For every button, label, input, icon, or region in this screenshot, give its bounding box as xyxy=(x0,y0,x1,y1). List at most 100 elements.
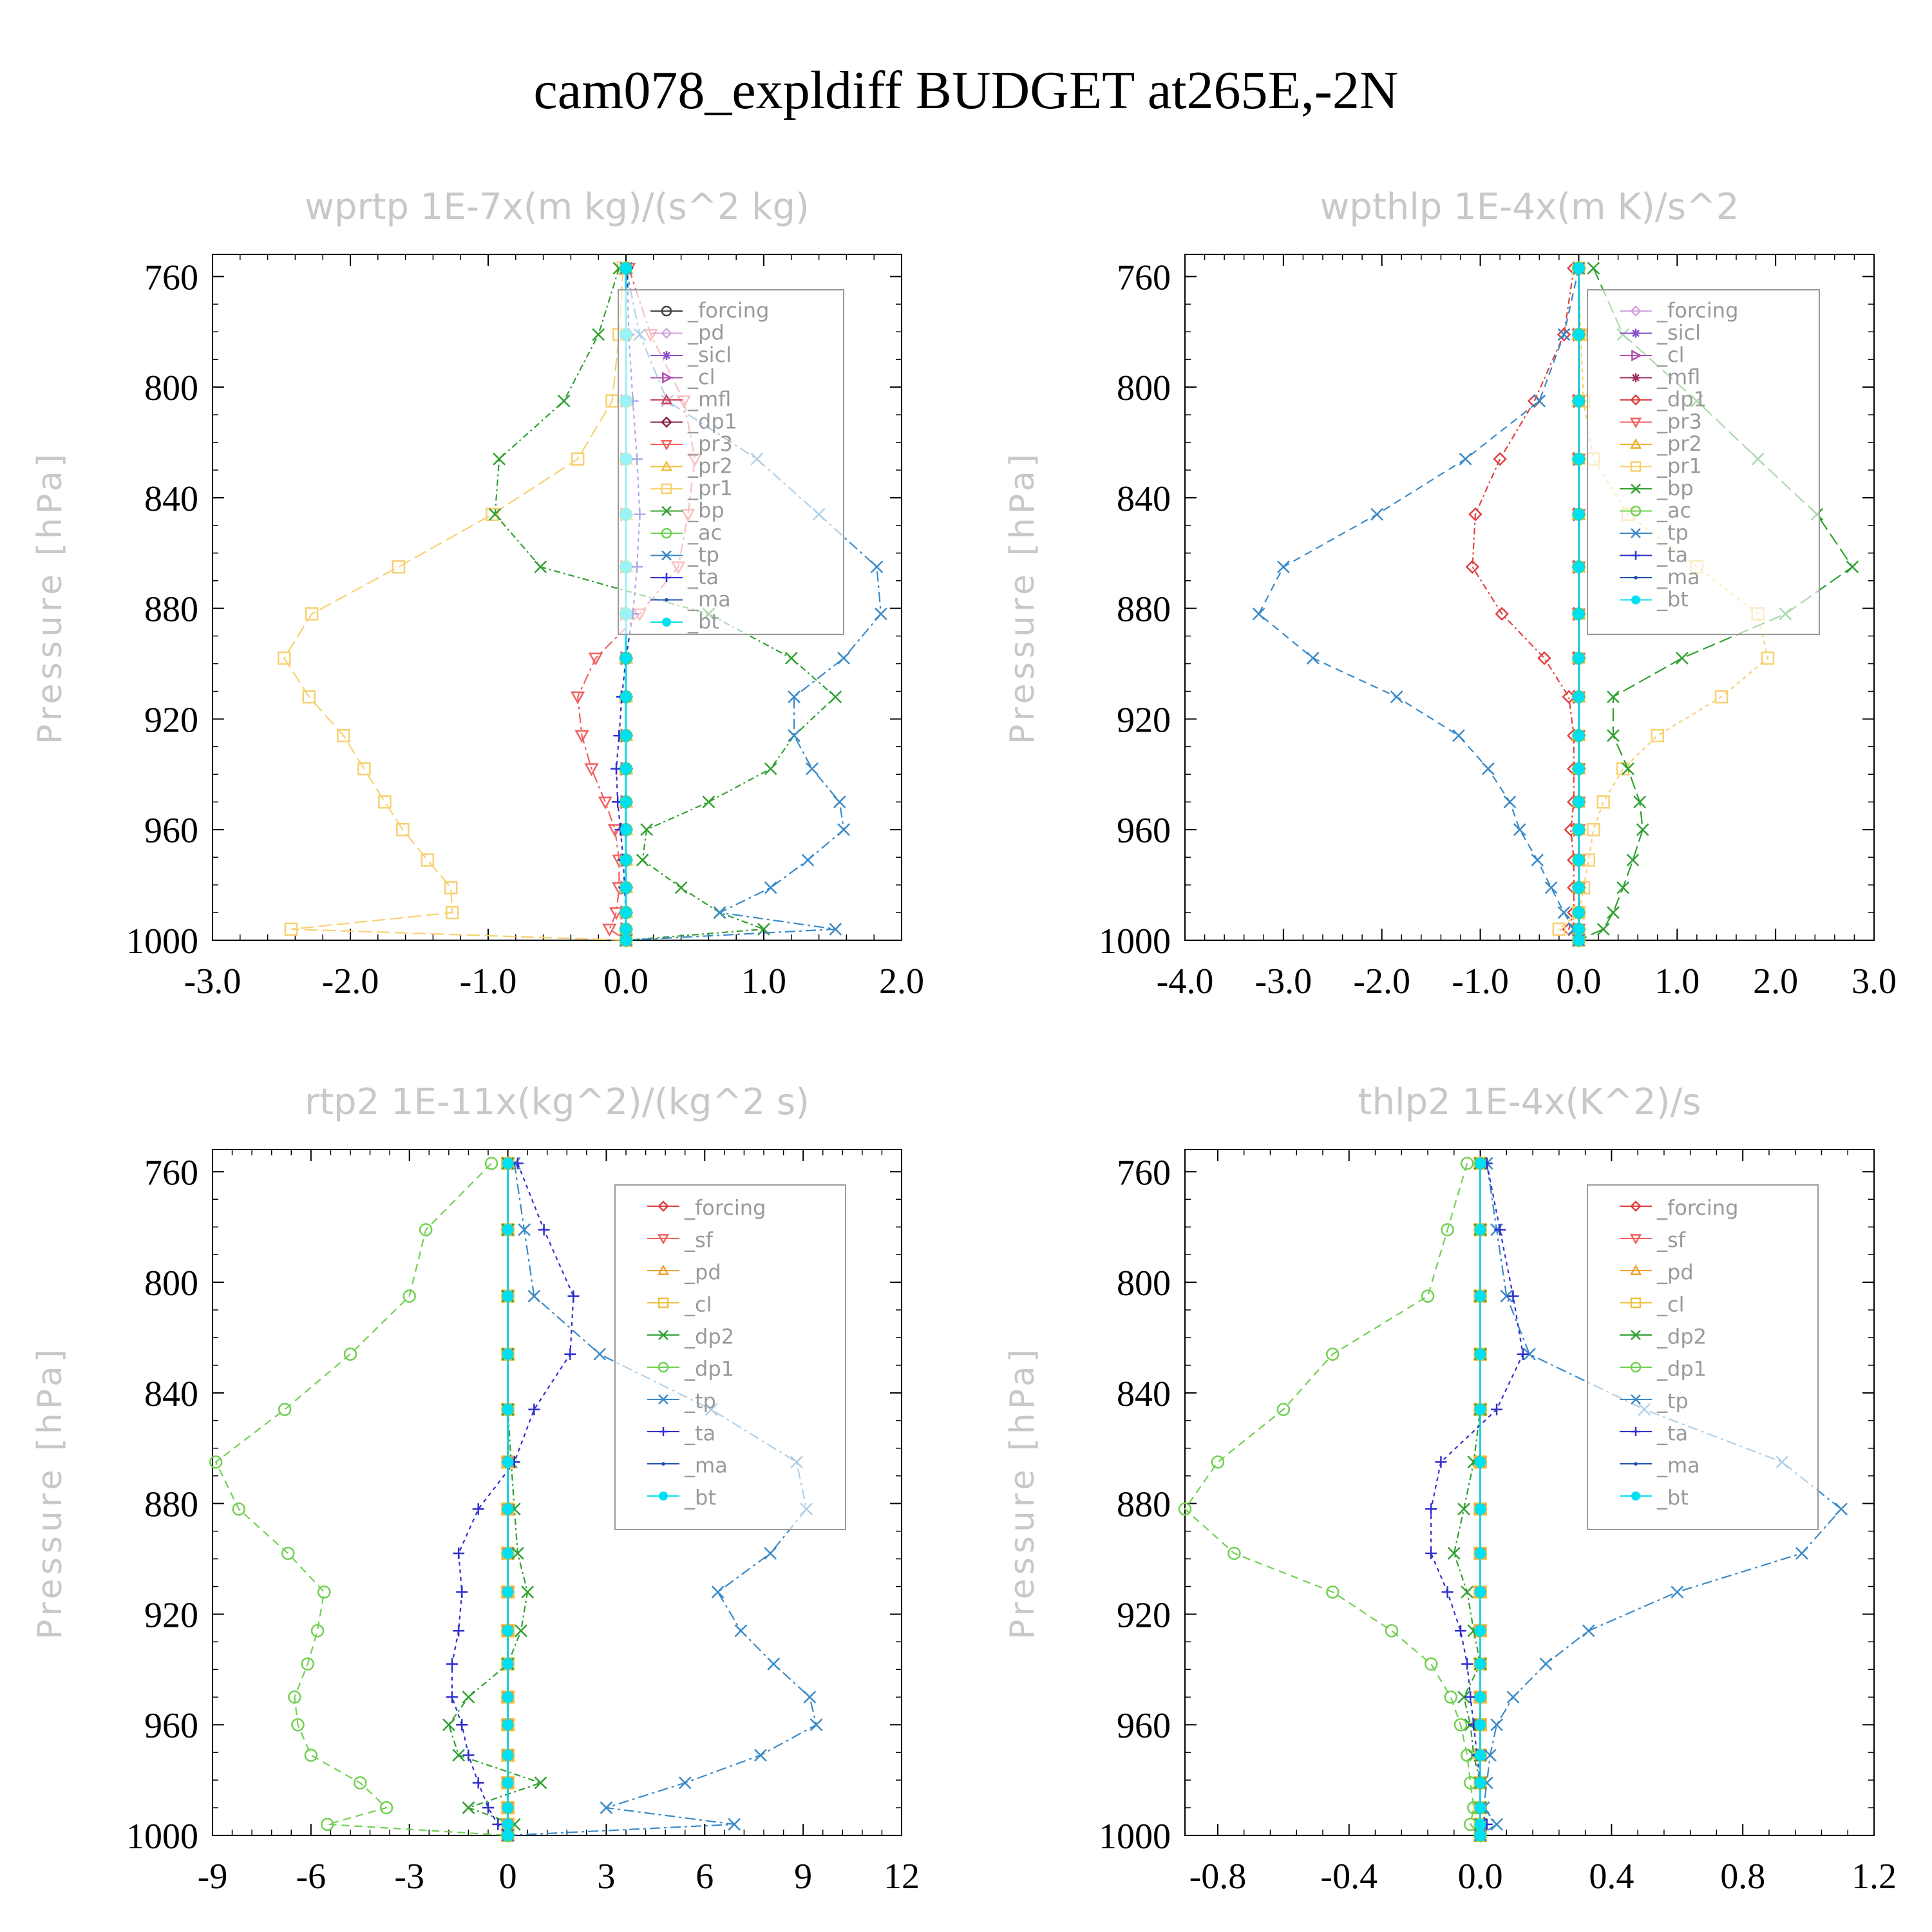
point-tp xyxy=(1533,394,1546,408)
series-line-dp1 xyxy=(1472,268,1580,941)
legend-entry: _dp2 xyxy=(684,1324,734,1349)
point-pr1 xyxy=(337,728,350,743)
point-tp xyxy=(1500,1289,1513,1303)
point-bt xyxy=(1474,1818,1486,1830)
legend-entry: _forcing xyxy=(687,298,769,323)
legend-entry: _sicl xyxy=(687,343,732,367)
point-bt xyxy=(1573,882,1585,894)
legend-marker xyxy=(1631,349,1642,362)
point-dp2 xyxy=(462,1690,475,1704)
point-tp xyxy=(1503,795,1517,809)
point-tp xyxy=(875,607,887,621)
point-bt xyxy=(502,1830,514,1841)
point-ta xyxy=(528,1403,540,1416)
series-line-dp2 xyxy=(1453,1163,1481,1835)
legend-entry: _pr1 xyxy=(1656,453,1702,478)
y-tick-label: 920 xyxy=(1117,700,1171,740)
point-bt xyxy=(620,762,632,775)
point-bt xyxy=(1474,1830,1486,1841)
legend-box xyxy=(614,1184,846,1530)
point-dp1 xyxy=(1537,651,1551,665)
legend-marker xyxy=(660,393,673,404)
x-tick-label: -0.8 xyxy=(1189,1857,1247,1897)
y-axis-label: Pressure [hPa] xyxy=(1003,1345,1042,1640)
point-pr1 xyxy=(1552,922,1566,936)
point-ta xyxy=(564,1348,576,1360)
point-bt xyxy=(1573,796,1585,808)
point-bt xyxy=(1573,923,1585,935)
point-dp1 xyxy=(1454,1718,1468,1732)
legend-marker xyxy=(662,372,673,384)
point-bt xyxy=(1573,453,1585,465)
point-pr1 xyxy=(1596,795,1610,809)
point-bp xyxy=(674,881,688,895)
y-axis-label: Pressure [hPa] xyxy=(31,1345,70,1640)
point-dp1 xyxy=(354,1776,367,1790)
y-tick-label: 840 xyxy=(1117,479,1171,519)
panel-3: rtp2 1E-11x(kg^2)/(kg^2 s) Pressure [hPa]… xyxy=(31,1081,920,1897)
x-tick-label: -2.0 xyxy=(1353,961,1410,1001)
point-tp xyxy=(593,1347,607,1361)
point-bt xyxy=(620,882,632,894)
x-tick-label: -3.0 xyxy=(184,961,242,1001)
y-tick-label: 760 xyxy=(144,258,198,298)
legend-marker xyxy=(657,1264,670,1275)
y-tick-label: 760 xyxy=(1117,258,1171,298)
legend-marker xyxy=(1631,484,1641,494)
legend-marker xyxy=(658,1394,668,1405)
point-tp xyxy=(1370,507,1383,521)
series-line-dp1 xyxy=(214,1162,508,1837)
point-bp xyxy=(1626,853,1640,867)
y-tick-label: 840 xyxy=(1117,1374,1171,1414)
point-bt xyxy=(1573,691,1585,703)
point-bt xyxy=(1474,1547,1486,1559)
point-bp xyxy=(534,560,547,574)
legend-entry: _ta xyxy=(1656,1421,1688,1445)
point-bt xyxy=(1573,328,1585,341)
x-tick-label: 6 xyxy=(696,1857,714,1897)
x-tick-label: 0.4 xyxy=(1589,1857,1634,1897)
legend-entry: _ma xyxy=(1656,1453,1700,1477)
point-dp1 xyxy=(1421,1289,1435,1303)
x-tick-label: -6 xyxy=(296,1857,327,1897)
legend-entry: _forcing xyxy=(1656,298,1738,323)
point-ta xyxy=(1491,1403,1503,1416)
point-ta xyxy=(492,1818,504,1830)
point-dp1 xyxy=(1211,1455,1225,1469)
point-pr3 xyxy=(574,730,589,743)
point-bp xyxy=(1607,906,1620,919)
point-dp1 xyxy=(402,1289,416,1303)
point-dp2 xyxy=(1457,1690,1470,1704)
legend-marker xyxy=(1631,595,1640,605)
legend-entry: _pr2 xyxy=(687,453,733,478)
legend-marker xyxy=(660,460,673,471)
legend-marker xyxy=(658,1200,669,1212)
point-bt xyxy=(1474,1456,1486,1468)
point-tp xyxy=(1544,881,1558,895)
legend-marker xyxy=(1629,438,1642,449)
y-tick-label: 840 xyxy=(144,1374,198,1414)
legend-entry: _pr3 xyxy=(687,431,733,456)
point-pr1 xyxy=(278,651,291,665)
point-bt xyxy=(1474,1749,1486,1761)
legend-marker xyxy=(658,1330,668,1340)
point-dp1 xyxy=(321,1817,334,1832)
legend-entry: _ta xyxy=(684,1421,715,1445)
x-tick-label: 0.0 xyxy=(603,961,649,1001)
legend-marker xyxy=(657,1234,670,1245)
point-tp xyxy=(837,652,851,665)
plot-frame xyxy=(212,1149,902,1836)
point-tp xyxy=(833,795,846,809)
point-ta xyxy=(1425,1547,1437,1559)
point-tp xyxy=(518,1223,531,1236)
point-dp1 xyxy=(1441,1223,1454,1236)
point-tp xyxy=(767,1657,781,1671)
point-dp2 xyxy=(1447,1547,1461,1560)
legend: _forcing _sf _pd _cl _dp2 _dp1 _tp _ta _ma _bt xyxy=(614,1184,846,1530)
point-pr1 xyxy=(446,905,459,920)
point-pr1 xyxy=(357,762,371,775)
point-bt xyxy=(1573,730,1585,742)
y-tick-label: 760 xyxy=(1117,1153,1171,1193)
series-line-dp2 xyxy=(448,1163,543,1836)
point-bt xyxy=(502,1547,514,1559)
